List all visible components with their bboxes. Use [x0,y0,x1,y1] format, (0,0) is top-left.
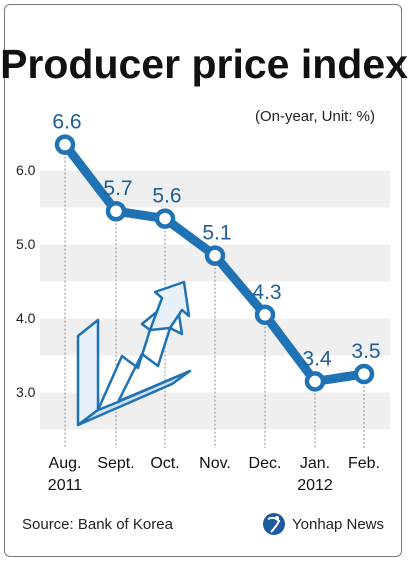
data-label: 4.3 [252,281,281,304]
unit-note: (On-year, Unit: %) [255,108,375,125]
x-tick-label: Aug. [49,455,82,472]
data-point [204,245,226,266]
data-label: 6.6 [52,111,81,134]
data-labels: 6.6 5.7 5.6 5.1 4.3 3.4 3.5 [52,111,380,371]
y-tick-label: 6.0 [16,162,36,178]
data-point [54,134,76,155]
chart-title: Producer price index [0,41,408,87]
data-label: 5.1 [202,222,231,245]
x-axis-labels: Aug. 2011 Sept. Oct. Nov. Dec. Jan. 2012 Feb. [48,455,380,494]
data-label: 5.6 [152,185,181,208]
data-points [54,134,375,392]
x-tick-year-label: 2012 [297,477,333,494]
x-tick-label: Jan. [300,455,330,472]
x-tick-label: Sept. [97,455,134,472]
data-label: 3.5 [351,340,380,363]
data-point [304,371,326,392]
x-tick-label: Dec. [249,455,282,472]
y-tick-label: 4.0 [16,310,36,326]
x-tick-year-label: 2011 [48,477,83,494]
y-tick-label: 5.0 [16,236,36,252]
data-point [154,208,176,229]
x-tick-label: Oct. [150,455,179,472]
y-tick-label: 3.0 [16,384,36,400]
data-point [353,363,375,385]
brand-name: Yonhap News [292,516,384,533]
x-tick-label: Feb. [348,455,380,472]
x-tick-label: Nov. [199,455,231,472]
y-axis-ticks: 3.0 4.0 5.0 6.0 [16,162,36,400]
data-label: 3.4 [302,347,332,370]
yonhap-logo-icon [263,513,285,535]
data-label: 5.7 [103,177,132,200]
data-point [254,304,276,326]
source-note: Source: Bank of Korea [22,516,174,533]
upward-arrow-graphic-icon [76,280,192,427]
data-point [105,200,127,222]
